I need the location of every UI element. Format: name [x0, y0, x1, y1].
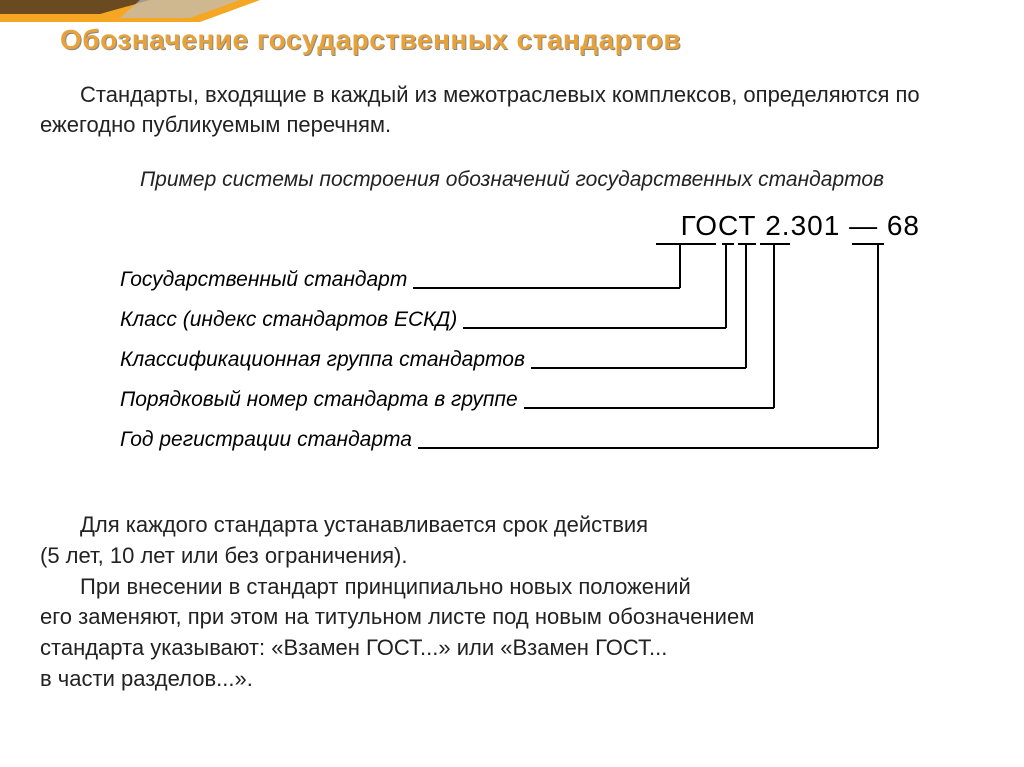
gost-diagram: ГОСТ 2.301 — 68 Государственный стандарт… — [60, 210, 960, 490]
footer-line-3: его заменяют, при этом на титульном лист… — [40, 602, 984, 633]
slide-title: Обозначение государственных стандартов — [60, 24, 681, 56]
footer-text: Для каждого стандарта устанавливается ср… — [40, 510, 984, 695]
footer-line-1: (5 лет, 10 лет или без ограничения). — [40, 541, 984, 572]
intro-text: Стандарты, входящие в каждый из межотрас… — [40, 80, 984, 139]
footer-line-5: в части разделов...». — [40, 664, 984, 695]
example-caption: Пример системы построения обозначений го… — [40, 168, 984, 192]
diagram-label-2: Классификационная группа стандартов — [120, 348, 525, 372]
diagram-label-0: Государственный стандарт — [120, 268, 407, 292]
footer-line-4: стандарта указывают: «Взамен ГОСТ...» ил… — [40, 633, 984, 664]
diagram-label-3: Порядковый номер стандарта в группе — [120, 388, 518, 412]
diagram-label-1: Класс (индекс стандартов ЕСКД) — [120, 308, 457, 332]
footer-line-2: При внесении в стандарт принципиально но… — [40, 572, 984, 603]
intro-paragraph: Стандарты, входящие в каждый из межотрас… — [40, 80, 984, 139]
footer-line-0: Для каждого стандарта устанавливается ср… — [40, 510, 984, 541]
diagram-label-4: Год регистрации стандарта — [120, 428, 412, 452]
